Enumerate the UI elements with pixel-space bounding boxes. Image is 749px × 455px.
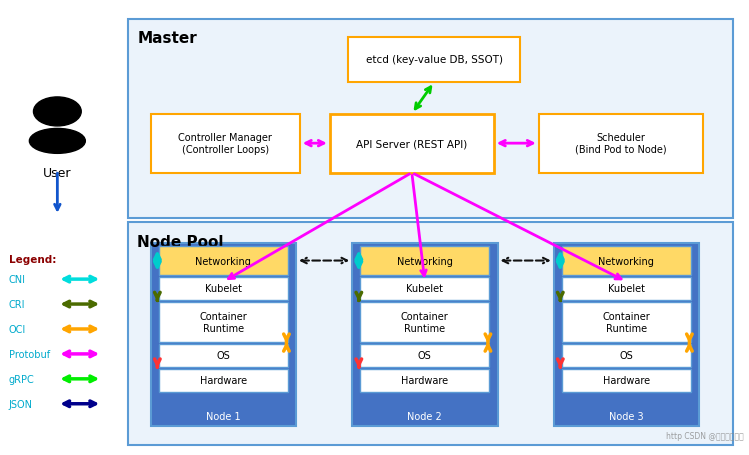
Text: JSON: JSON [9,399,33,409]
FancyArrowPatch shape [154,254,160,268]
Text: CNI: CNI [9,274,26,284]
FancyArrowPatch shape [64,376,95,382]
FancyArrowPatch shape [412,176,426,276]
Text: Hardware: Hardware [603,375,650,385]
Text: Node 1: Node 1 [206,411,240,421]
FancyArrowPatch shape [284,334,289,351]
Ellipse shape [29,129,85,154]
FancyBboxPatch shape [128,20,733,218]
FancyBboxPatch shape [562,369,691,392]
Text: Controller Manager
(Controller Loops): Controller Manager (Controller Loops) [178,133,272,155]
Text: Container
Runtime: Container Runtime [602,311,650,333]
FancyBboxPatch shape [159,303,288,342]
FancyBboxPatch shape [159,369,288,392]
Text: OS: OS [619,350,633,360]
FancyArrowPatch shape [154,293,160,300]
Text: etcd (key-value DB, SSOT): etcd (key-value DB, SSOT) [366,55,503,65]
Text: Hardware: Hardware [200,375,247,385]
FancyBboxPatch shape [151,115,300,173]
FancyArrowPatch shape [64,277,95,282]
Text: Legend:: Legend: [9,255,56,265]
FancyBboxPatch shape [128,223,733,445]
FancyArrowPatch shape [356,293,362,300]
FancyArrowPatch shape [500,141,533,147]
FancyBboxPatch shape [159,344,288,367]
FancyArrowPatch shape [64,351,95,357]
FancyBboxPatch shape [562,344,691,367]
FancyArrowPatch shape [687,334,692,351]
FancyBboxPatch shape [360,303,489,342]
Text: Container
Runtime: Container Runtime [199,311,247,333]
Text: Node 3: Node 3 [609,411,643,421]
Text: Networking: Networking [397,256,453,266]
FancyBboxPatch shape [330,115,494,173]
FancyArrowPatch shape [306,141,324,147]
Text: Kubelet: Kubelet [407,284,443,294]
FancyBboxPatch shape [360,344,489,367]
Text: OS: OS [216,350,230,360]
FancyArrowPatch shape [557,359,563,367]
FancyArrowPatch shape [64,302,95,307]
Text: http CSDN @孤独创走无涯: http CSDN @孤独创走无涯 [666,431,744,440]
FancyArrowPatch shape [154,359,160,367]
FancyBboxPatch shape [348,38,520,83]
Text: gRPC: gRPC [9,374,34,384]
Text: Node Pool: Node Pool [137,234,224,249]
FancyArrowPatch shape [485,334,491,351]
Text: Networking: Networking [195,256,252,266]
FancyBboxPatch shape [352,243,497,426]
FancyBboxPatch shape [562,278,691,300]
FancyArrowPatch shape [503,258,548,264]
Text: CRI: CRI [9,299,25,309]
Text: API Server (REST API): API Server (REST API) [357,139,467,149]
FancyArrowPatch shape [356,359,362,367]
FancyBboxPatch shape [159,278,288,300]
FancyArrowPatch shape [557,293,563,300]
Text: Container
Runtime: Container Runtime [401,311,449,333]
FancyArrowPatch shape [557,254,563,268]
FancyBboxPatch shape [360,278,489,300]
FancyArrowPatch shape [55,174,60,210]
FancyBboxPatch shape [539,115,703,173]
FancyBboxPatch shape [562,303,691,342]
Text: Networking: Networking [598,256,655,266]
Text: OCI: OCI [9,324,26,334]
FancyArrowPatch shape [228,175,410,279]
Text: Kubelet: Kubelet [205,284,242,294]
FancyBboxPatch shape [360,247,489,275]
FancyBboxPatch shape [159,247,288,275]
FancyArrowPatch shape [414,174,621,279]
FancyArrowPatch shape [301,258,347,264]
Text: Protobuf: Protobuf [9,349,50,359]
Text: Hardware: Hardware [401,375,449,385]
Text: Master: Master [137,31,197,46]
FancyBboxPatch shape [151,243,296,426]
FancyArrowPatch shape [64,327,95,332]
Text: User: User [43,167,72,179]
Text: Scheduler
(Bind Pod to Node): Scheduler (Bind Pod to Node) [575,133,667,155]
FancyBboxPatch shape [562,247,691,275]
Text: Kubelet: Kubelet [608,284,645,294]
Text: OS: OS [418,350,431,360]
FancyBboxPatch shape [554,243,699,426]
Text: Node 2: Node 2 [407,411,442,421]
FancyArrowPatch shape [415,87,431,110]
Circle shape [34,98,81,126]
FancyArrowPatch shape [64,401,95,407]
FancyBboxPatch shape [360,369,489,392]
FancyArrowPatch shape [356,254,362,268]
